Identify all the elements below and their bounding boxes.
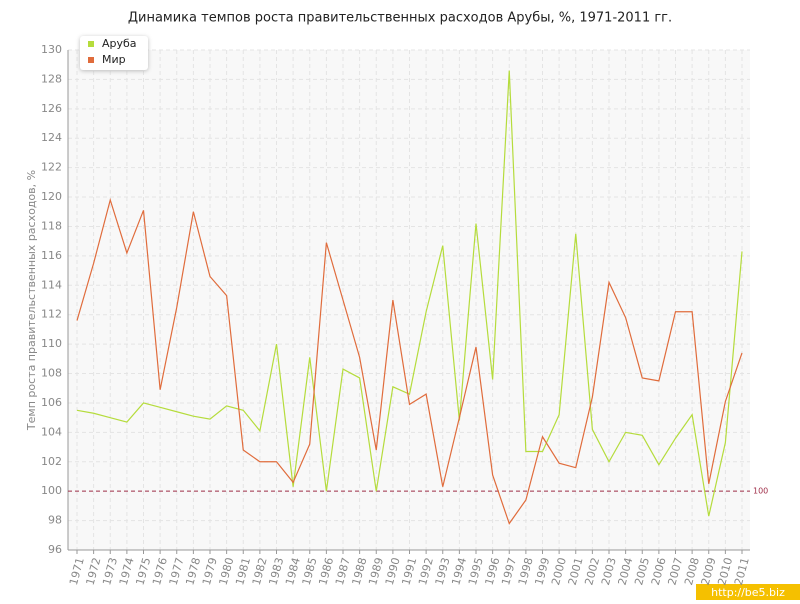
y-tick-label: 100 (41, 484, 62, 497)
y-tick-label: 116 (41, 249, 62, 262)
y-tick-label: 120 (41, 190, 62, 203)
y-tick-label: 124 (41, 131, 62, 144)
y-tick-label: 98 (48, 514, 62, 527)
reference-label: 100 (753, 487, 768, 496)
y-axis-label: Темп роста правительственных расходов, % (25, 170, 38, 431)
legend-label: Мир (102, 53, 126, 66)
series-line (76, 70, 743, 517)
y-tick-label: 118 (41, 219, 62, 232)
y-tick-label: 126 (41, 102, 62, 115)
y-tick-label: 130 (41, 43, 62, 56)
legend-swatch (88, 41, 94, 47)
legend-box (80, 36, 148, 70)
y-tick-label: 110 (41, 337, 62, 350)
series-line (76, 197, 743, 525)
y-tick-label: 104 (41, 425, 62, 438)
legend-swatch (88, 57, 94, 63)
y-tick-label: 122 (41, 161, 62, 174)
plot-area (68, 50, 750, 550)
y-tick-label: 114 (41, 278, 62, 291)
y-tick-label: 106 (41, 396, 62, 409)
y-tick-label: 112 (41, 308, 62, 321)
y-tick-label: 102 (41, 455, 62, 468)
y-tick-label: 96 (48, 543, 62, 556)
chart-title: Динамика темпов роста правительственных … (128, 11, 672, 26)
y-tick-label: 128 (41, 72, 62, 85)
watermark-bg (696, 584, 800, 600)
x-tick-label: 2011 (732, 556, 752, 586)
y-tick-label: 108 (41, 367, 62, 380)
legend-label: Аруба (102, 37, 137, 50)
watermark: http://be5.biz (711, 586, 785, 599)
